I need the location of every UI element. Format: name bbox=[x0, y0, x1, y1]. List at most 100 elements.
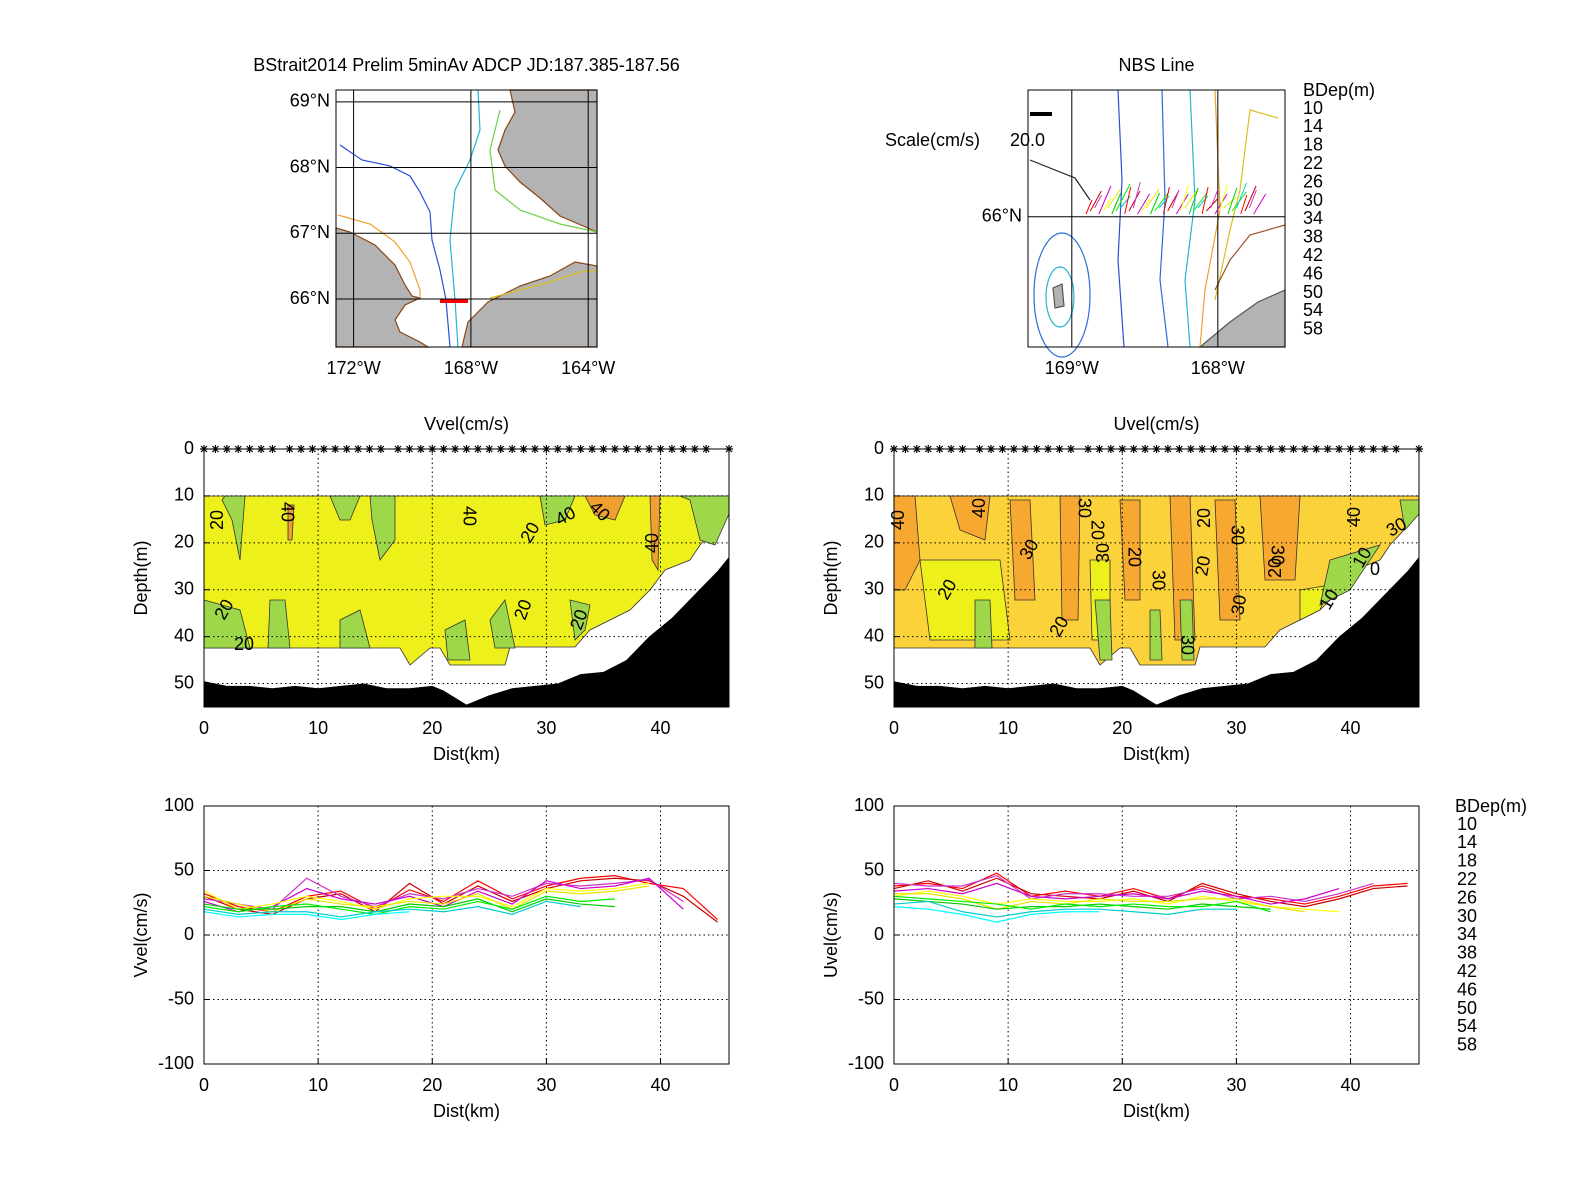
axes-box bbox=[1027, 89, 1286, 348]
contour-label: 20 bbox=[207, 510, 227, 530]
legend-entry: 54 bbox=[1457, 1016, 1477, 1036]
velocity-stick bbox=[1150, 192, 1160, 215]
legend-entry: 14 bbox=[1303, 116, 1323, 136]
legend-entry: 26 bbox=[1303, 171, 1323, 191]
velocity-stick bbox=[1244, 185, 1257, 212]
y-tick-label: 67°N bbox=[290, 222, 330, 242]
axes-box bbox=[893, 448, 1420, 708]
contour-fill bbox=[1059, 495, 1081, 621]
series-line bbox=[203, 900, 581, 918]
axes-box bbox=[335, 89, 598, 348]
contour-label: 30 bbox=[1074, 498, 1094, 518]
x-axis-label: Dist(km) bbox=[1123, 1101, 1190, 1121]
legend-entry: 30 bbox=[1303, 190, 1323, 210]
velocity-stick bbox=[1132, 181, 1141, 209]
legend-entry: 18 bbox=[1457, 851, 1477, 871]
contour-fill bbox=[329, 495, 361, 521]
velocity-stick bbox=[1094, 194, 1103, 209]
velocity-stick bbox=[1124, 186, 1132, 215]
x-tick-label: 0 bbox=[199, 718, 209, 738]
contour-fill bbox=[569, 599, 591, 641]
contour-label: 0 bbox=[1370, 559, 1380, 579]
series-line bbox=[203, 895, 615, 915]
contour-line bbox=[1033, 232, 1091, 358]
velocity-stick bbox=[1089, 190, 1102, 212]
x-tick-label: 0 bbox=[199, 1075, 209, 1095]
y-tick-label: 100 bbox=[164, 795, 194, 815]
x-tick-label: 10 bbox=[308, 1075, 328, 1095]
velocity-stick bbox=[1102, 197, 1112, 212]
y-tick-label: 0 bbox=[874, 438, 884, 458]
x-tick-label: 164°W bbox=[561, 358, 615, 378]
legend-entry: 54 bbox=[1303, 300, 1323, 320]
y-tick-label: 50 bbox=[174, 672, 194, 692]
x-tick-label: 30 bbox=[536, 1075, 556, 1095]
x-tick-label: 10 bbox=[998, 1075, 1018, 1095]
x-tick-label: 40 bbox=[651, 718, 671, 738]
velocity-stick bbox=[1162, 186, 1170, 215]
x-tick-label: 172°W bbox=[326, 358, 380, 378]
y-axis-label: Depth(m) bbox=[821, 540, 841, 615]
velocity-stick bbox=[1236, 182, 1247, 209]
legend-entry: 22 bbox=[1457, 869, 1477, 889]
legend-entry: 22 bbox=[1303, 153, 1323, 173]
series-line bbox=[203, 885, 650, 913]
contour-line bbox=[337, 214, 421, 298]
legend-title: BDep(m) bbox=[1455, 796, 1527, 816]
contour-fill bbox=[584, 495, 626, 521]
legend-entry: 38 bbox=[1303, 227, 1323, 247]
scale-label: Scale(cm/s) bbox=[885, 130, 980, 150]
chart-title: BStrait2014 Prelim 5minAv ADCP JD:187.38… bbox=[253, 55, 680, 75]
chart-title: NBS Line bbox=[1118, 55, 1194, 75]
legend-entry: 50 bbox=[1303, 282, 1323, 302]
x-axis-label: Dist(km) bbox=[433, 744, 500, 764]
contour-line bbox=[1029, 159, 1091, 201]
contour-label: 30 bbox=[1093, 543, 1113, 563]
contour-line bbox=[339, 144, 451, 348]
velocity-stick bbox=[1098, 185, 1112, 215]
contour-label: 20 bbox=[1194, 508, 1214, 528]
y-tick-label: 40 bbox=[174, 625, 194, 645]
legend-entry: 34 bbox=[1303, 208, 1323, 228]
x-tick-label: 30 bbox=[536, 718, 556, 738]
contour-label: 40 bbox=[277, 502, 297, 522]
velocity-stick bbox=[1201, 186, 1209, 215]
velocity-stick bbox=[1145, 188, 1160, 209]
legend-entry: 10 bbox=[1457, 814, 1477, 834]
x-tick-label: 168°W bbox=[1191, 358, 1245, 378]
contour-fill bbox=[221, 495, 246, 561]
velocity-stick bbox=[1111, 192, 1122, 215]
x-tick-label: 10 bbox=[308, 718, 328, 738]
y-tick-label: -100 bbox=[848, 1053, 884, 1073]
y-tick-label: 100 bbox=[854, 795, 884, 815]
contour-fill bbox=[287, 504, 295, 541]
x-tick-label: 40 bbox=[1341, 718, 1361, 738]
legend-title: BDep(m) bbox=[1303, 80, 1375, 100]
y-tick-label: 69°N bbox=[290, 91, 330, 111]
legend-entry: 26 bbox=[1457, 887, 1477, 907]
velocity-stick bbox=[1223, 196, 1237, 209]
contour-label: 30 bbox=[1267, 545, 1287, 565]
contour-fill bbox=[974, 599, 993, 649]
velocity-stick bbox=[1171, 189, 1180, 209]
contour-label: 20 bbox=[1124, 547, 1144, 567]
velocity-stick bbox=[1154, 191, 1170, 212]
velocity-stick bbox=[1248, 189, 1257, 209]
contour-label: 40 bbox=[459, 506, 479, 526]
y-tick-label: -50 bbox=[168, 988, 194, 1008]
contour-line bbox=[1045, 266, 1075, 328]
x-tick-label: 30 bbox=[1226, 1075, 1246, 1095]
map-geography bbox=[335, 89, 598, 348]
series-line bbox=[203, 898, 615, 913]
series-line bbox=[894, 893, 1305, 913]
velocity-stick bbox=[1141, 197, 1151, 212]
contour-fill bbox=[267, 599, 291, 649]
contour-line bbox=[1117, 89, 1125, 348]
velocity-stick bbox=[1115, 183, 1131, 212]
contour-line bbox=[1214, 109, 1279, 301]
contour-label: 30 bbox=[1227, 525, 1247, 545]
contour-label: 20 bbox=[234, 634, 254, 654]
legend-entry: 10 bbox=[1303, 98, 1323, 118]
contour-fill bbox=[339, 609, 371, 649]
